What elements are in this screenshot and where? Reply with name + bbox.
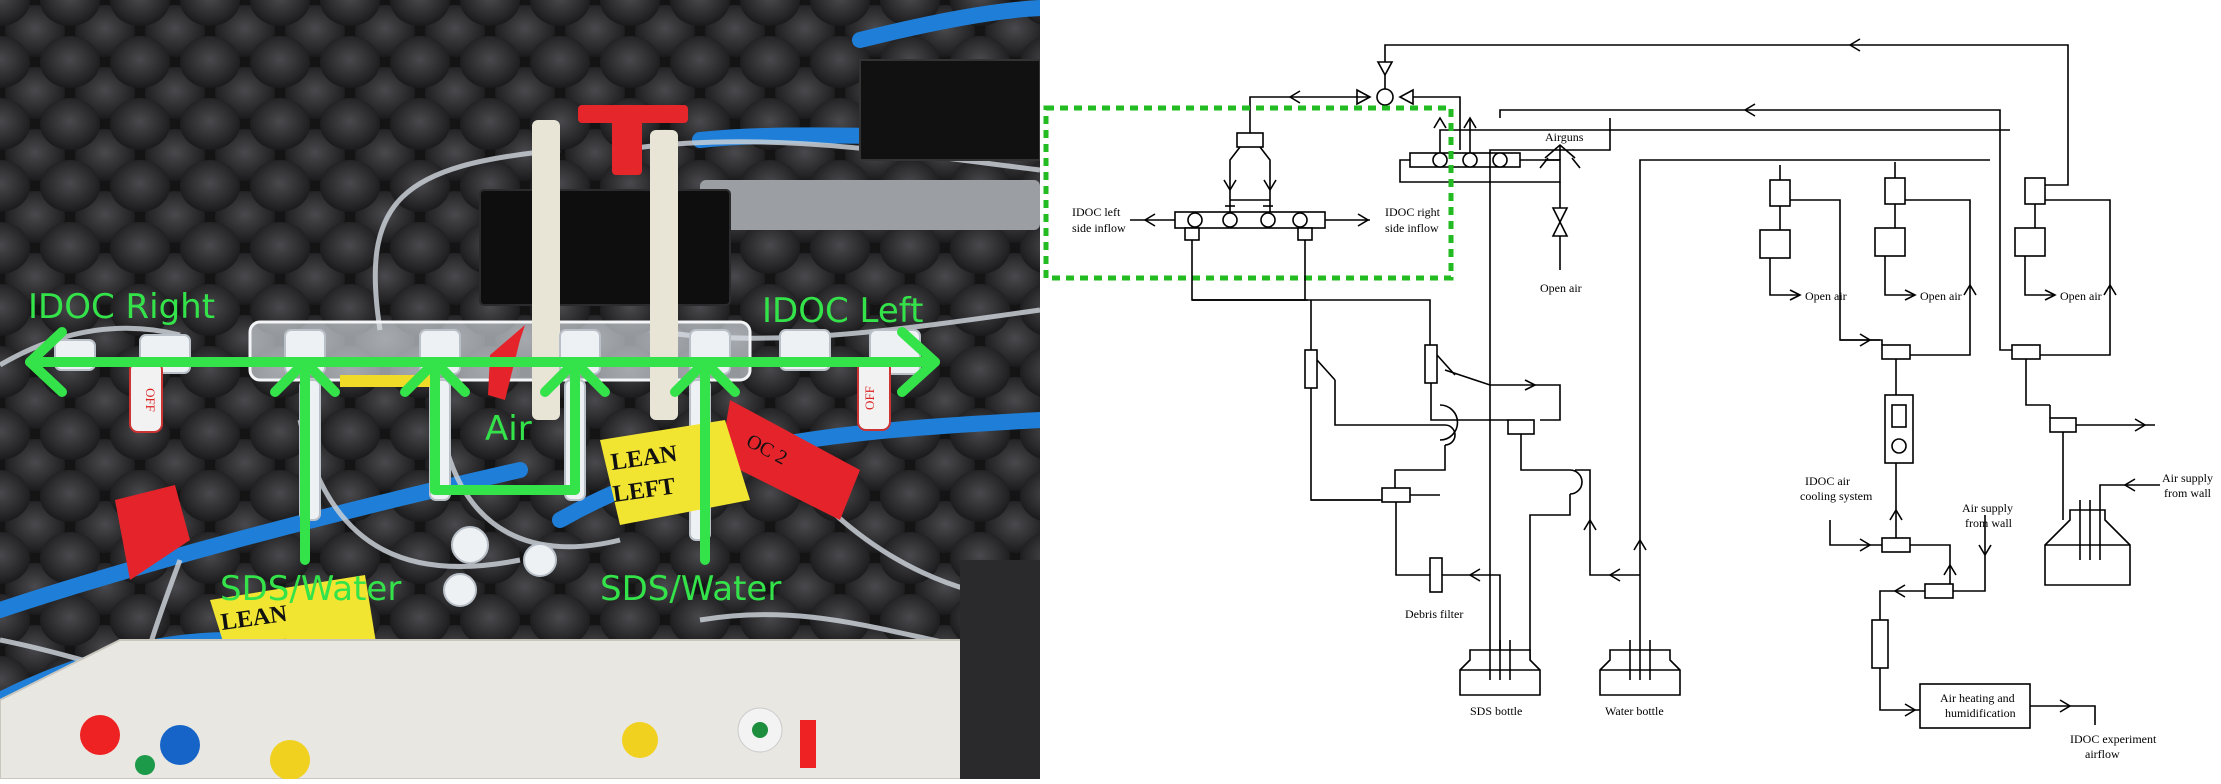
valve-handle <box>578 105 688 123</box>
red-tape-left <box>115 485 190 580</box>
cooling-tee <box>1829 515 1992 620</box>
photo-panel: OFF OFF OC 2 LEAN LEFT LEAN IGHT <box>0 0 1048 780</box>
label-air: Air <box>485 409 532 449</box>
highlight-box <box>1043 105 1454 281</box>
lower-tee <box>1311 487 1440 576</box>
white-board <box>0 639 1041 780</box>
top-three-way-valve <box>1249 61 1461 150</box>
label-open-air-1: Open air <box>1805 289 1847 303</box>
label-debris-filter: Debris filter <box>1405 607 1463 621</box>
valve-left: OFF <box>129 361 163 433</box>
check-valve-right <box>1424 344 1561 421</box>
label-air-heating-2: humidification <box>1945 706 2016 720</box>
airguns <box>1539 143 1581 169</box>
valve-stem <box>612 120 642 175</box>
cooling-column-2 <box>1840 162 1977 395</box>
black-mount <box>479 189 731 306</box>
arrow-head-right <box>25 327 67 397</box>
idoc-manifold <box>1130 200 1370 241</box>
label-idoc-experiment-2: airflow <box>2085 747 2120 761</box>
valve-right: OFF <box>857 359 891 431</box>
label-idoc-left-inflow-1: IDOC left <box>1072 205 1121 219</box>
label-air-heating-1: Air heating and <box>1940 691 2015 705</box>
label-idoc-right: IDOC Right <box>28 287 215 327</box>
upper-splitter <box>1223 118 1277 201</box>
open-air-valve-mid <box>1551 200 1569 270</box>
schematic-panel: IDOC left side inflow IDOC right side in… <box>1040 0 2221 779</box>
heater-line <box>1871 619 2096 729</box>
flow-meter <box>1884 394 1914 540</box>
arrow-head-left <box>897 327 940 397</box>
cable-tie-left <box>532 120 560 420</box>
right-humidifier <box>2044 405 2160 586</box>
sds-bottle <box>1459 118 1611 696</box>
water-bottle <box>1599 159 1990 696</box>
label-idoc-air-cooling-1: IDOC air <box>1805 474 1850 488</box>
label-air-supply-mid-1: Air supply <box>1962 501 2013 515</box>
label-sds-water-left: SDS/Water <box>600 569 781 609</box>
label-open-air-2: Open air <box>1920 289 1962 303</box>
label-air-supply-mid-2: from wall <box>1965 516 2013 530</box>
label-idoc-right-inflow-2: side inflow <box>1385 221 1439 235</box>
black-bracket <box>859 59 1041 161</box>
right-dark-area <box>960 560 1040 779</box>
label-idoc-left: IDOC Left <box>762 291 923 331</box>
airgun-manifold <box>1399 116 1561 200</box>
manifold-outlets <box>1191 240 1431 345</box>
valve-right-text: OFF <box>862 386 877 410</box>
green-annotations <box>25 327 940 565</box>
label-idoc-experiment-1: IDOC experiment <box>2070 732 2157 746</box>
label-air-supply-right-1: Air supply <box>2162 471 2213 485</box>
label-idoc-right-inflow-1: IDOC right <box>1385 205 1441 219</box>
cooling-column-3 <box>1999 177 2117 406</box>
steel-rod <box>700 180 1040 230</box>
label-open-air-mid: Open air <box>1540 281 1582 295</box>
junction-middle <box>1334 380 1640 660</box>
label-idoc-left-inflow-2: side inflow <box>1072 221 1126 235</box>
valve-left-text: OFF <box>143 388 158 412</box>
label-water-bottle: Water bottle <box>1605 704 1664 718</box>
yellow-tape-clean-left: LEAN LEFT <box>600 420 750 525</box>
cable-tie-right <box>650 130 678 420</box>
top-return-lines <box>1384 38 2069 300</box>
label-sds-water-right: SDS/Water <box>220 569 401 609</box>
label-idoc-air-cooling-2: cooling system <box>1800 489 1873 503</box>
label-open-air-3: Open air <box>2060 289 2102 303</box>
red-tag <box>720 400 860 520</box>
label-air-supply-right-2: from wall <box>2164 486 2212 500</box>
label-sds-bottle: SDS bottle <box>1470 704 1522 718</box>
debris-filter <box>1429 557 1501 660</box>
label-airguns: Airguns <box>1545 130 1584 144</box>
